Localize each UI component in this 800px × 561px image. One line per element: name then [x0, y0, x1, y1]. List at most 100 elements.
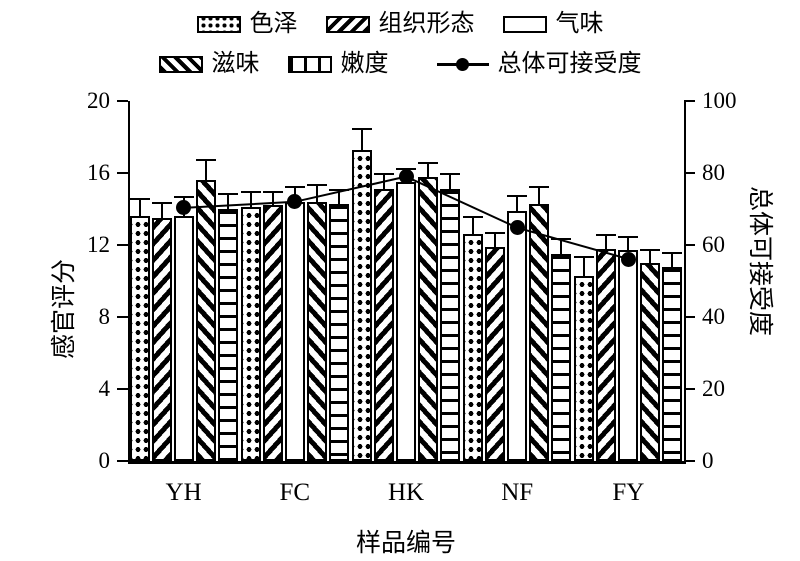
y-axis-tick [117, 100, 128, 102]
error-bar [507, 194, 528, 211]
y-axis-tick [117, 460, 128, 462]
legend-label: 滋味 [211, 51, 260, 77]
error-bar [328, 189, 349, 204]
error-bar [262, 191, 283, 206]
horizontal-lines-swatch [287, 55, 332, 73]
line-marker-swatch [436, 56, 489, 73]
bar-色泽 [240, 207, 261, 461]
line-marker [398, 169, 414, 185]
y2-axis-tick [684, 460, 695, 462]
y2-axis-tick [684, 388, 695, 390]
error-bar [306, 183, 327, 202]
bar-色泽 [352, 149, 372, 461]
x-axis-title: 样品编号 [355, 530, 456, 557]
legend-label: 组织形态 [378, 11, 475, 37]
y-axis-tick [117, 172, 128, 174]
axis-right-spine [684, 101, 686, 463]
y-axis-title: 感官评分 [51, 258, 78, 359]
bar-色泽 [463, 234, 484, 461]
y2-axis-tick-label: 60 [702, 232, 725, 257]
error-bar [195, 158, 216, 181]
y-axis-tick-label: 4 [98, 376, 111, 401]
y2-axis-tick [684, 172, 695, 174]
error-bar [640, 248, 661, 263]
y2-axis-tick [684, 100, 695, 102]
bar-嫩度 [440, 189, 460, 461]
line-marker [620, 251, 636, 267]
y2-axis-tick-label: 20 [702, 376, 725, 401]
x-axis-category-label: FY [612, 479, 645, 506]
y2-axis-title: 总体可接受度 [746, 186, 773, 337]
chart-legend: 色泽 组织形态 气味 滋味 嫩度 [0, 4, 800, 84]
x-axis-category-label: YH [165, 479, 202, 506]
bar-组织形态 [485, 246, 506, 461]
legend-row-2: 滋味 嫩度 总体可接受度 [0, 44, 800, 84]
bar-嫩度 [662, 266, 683, 461]
bar-滋味 [640, 263, 661, 461]
axis-bottom-spine [128, 461, 686, 464]
x-axis-category-label: HK [387, 479, 425, 506]
bar-组织形态 [151, 218, 172, 461]
x-axis-category-label: FC [279, 479, 311, 506]
error-bar [529, 185, 550, 204]
y-axis-tick-label: 12 [87, 232, 110, 257]
line-marker [176, 200, 192, 216]
bar-滋味 [529, 203, 550, 461]
legend-item-zuzhixingtai: 组织形态 [325, 11, 475, 37]
bar-滋味 [195, 180, 216, 461]
y-axis-tick [117, 388, 128, 390]
y-axis-tick [117, 316, 128, 318]
error-bar [463, 216, 484, 235]
x-axis-category-label: NF [501, 479, 534, 506]
legend-label: 气味 [555, 11, 604, 37]
bar-组织形态 [596, 248, 617, 461]
error-bar [596, 234, 617, 249]
line-marker [509, 220, 525, 236]
error-bar [129, 198, 150, 217]
dotted-pattern-swatch [196, 15, 241, 33]
bar-滋味 [306, 201, 327, 461]
y-axis-tick [117, 244, 128, 246]
y2-axis-tick-label: 80 [702, 160, 725, 185]
bar-嫩度 [328, 203, 349, 461]
y-axis-tick-label: 0 [98, 448, 111, 473]
bar-嫩度 [551, 254, 572, 461]
legend-label: 嫩度 [340, 51, 389, 77]
back-diagonal-pattern-swatch [325, 15, 370, 33]
bar-组织形态 [262, 205, 283, 461]
plain-white-swatch [502, 15, 547, 33]
error-bar [217, 192, 238, 209]
bar-滋味 [418, 176, 438, 461]
line-marker [287, 194, 303, 210]
y2-axis-tick-label: 0 [702, 448, 714, 473]
error-bar [551, 237, 572, 254]
y2-axis-tick-label: 100 [702, 88, 737, 113]
legend-label: 总体可接受度 [497, 51, 642, 77]
y-axis-tick-label: 8 [98, 304, 111, 329]
bar-嫩度 [217, 209, 238, 461]
error-bar [151, 201, 172, 218]
error-bar [284, 185, 305, 202]
y-axis-tick-label: 20 [87, 88, 110, 113]
bar-气味 [618, 250, 639, 461]
legend-item-qiwei: 气味 [502, 11, 604, 37]
bar-色泽 [574, 275, 595, 461]
bar-气味 [173, 216, 194, 461]
legend-item-nendu: 嫩度 [287, 51, 389, 77]
error-bar [662, 252, 683, 267]
error-bar [440, 173, 460, 190]
legend-row-1: 色泽 组织形态 气味 [0, 4, 800, 44]
bar-气味 [507, 210, 528, 461]
error-bar [418, 162, 438, 177]
error-bar [352, 128, 372, 150]
error-bar [618, 236, 639, 251]
y2-axis-tick [684, 244, 695, 246]
y2-axis-tick-label: 40 [702, 304, 725, 329]
axis-left-spine [128, 101, 130, 463]
bar-组织形态 [374, 189, 394, 461]
error-bar [485, 232, 506, 247]
legend-item-sese: 色泽 [196, 12, 298, 36]
error-bar [240, 191, 261, 208]
